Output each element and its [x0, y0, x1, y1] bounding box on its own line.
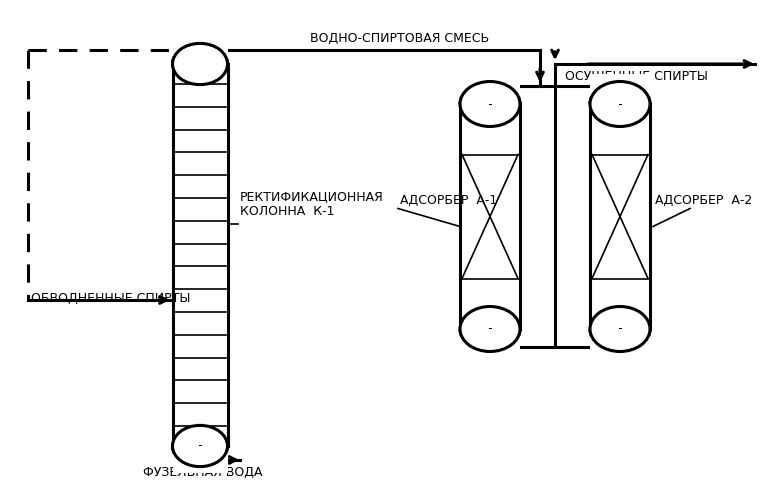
Text: АДСОРБЕР  А-2: АДСОРБЕР А-2: [655, 194, 752, 206]
Bar: [460, 74, 520, 104]
Ellipse shape: [460, 82, 520, 126]
Bar: [460, 329, 520, 359]
Bar: [172, 64, 228, 446]
Bar: [172, 37, 228, 64]
Text: РЕКТИФИКАЦИОННАЯ
КОЛОННА  К-1: РЕКТИФИКАЦИОННАЯ КОЛОННА К-1: [239, 190, 383, 218]
Ellipse shape: [172, 425, 228, 467]
Bar: [172, 446, 228, 474]
Bar: [460, 104, 520, 329]
Bar: [590, 74, 650, 104]
Text: АДСОРБЕР  А-1: АДСОРБЕР А-1: [400, 194, 498, 206]
Bar: [590, 104, 650, 329]
Ellipse shape: [590, 306, 650, 352]
Ellipse shape: [590, 82, 650, 126]
Ellipse shape: [460, 306, 520, 352]
Text: ВОДНО-СПИРТОВАЯ СМЕСЬ: ВОДНО-СПИРТОВАЯ СМЕСЬ: [310, 32, 490, 45]
Text: ОБВОДНЕННЫЕ СПИРТЫ: ОБВОДНЕННЫЕ СПИРТЫ: [31, 292, 190, 305]
Text: ФУЗЕЛЬНАЯ ВОДА: ФУЗЕЛЬНАЯ ВОДА: [144, 466, 263, 479]
Ellipse shape: [172, 43, 228, 84]
Text: ОСУШЕННЫЕ СПИРТЫ: ОСУШЕННЫЕ СПИРТЫ: [565, 70, 708, 83]
Bar: [590, 329, 650, 359]
